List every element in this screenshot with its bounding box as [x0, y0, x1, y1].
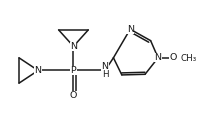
- Text: O: O: [70, 91, 77, 100]
- Text: P: P: [71, 66, 76, 75]
- Text: N: N: [155, 53, 162, 62]
- Text: N: N: [35, 66, 42, 75]
- Text: O: O: [170, 53, 177, 62]
- Text: N: N: [127, 25, 134, 34]
- Text: H: H: [102, 70, 108, 79]
- Text: CH₃: CH₃: [181, 54, 197, 63]
- Text: N: N: [102, 62, 109, 71]
- Text: N: N: [70, 42, 77, 51]
